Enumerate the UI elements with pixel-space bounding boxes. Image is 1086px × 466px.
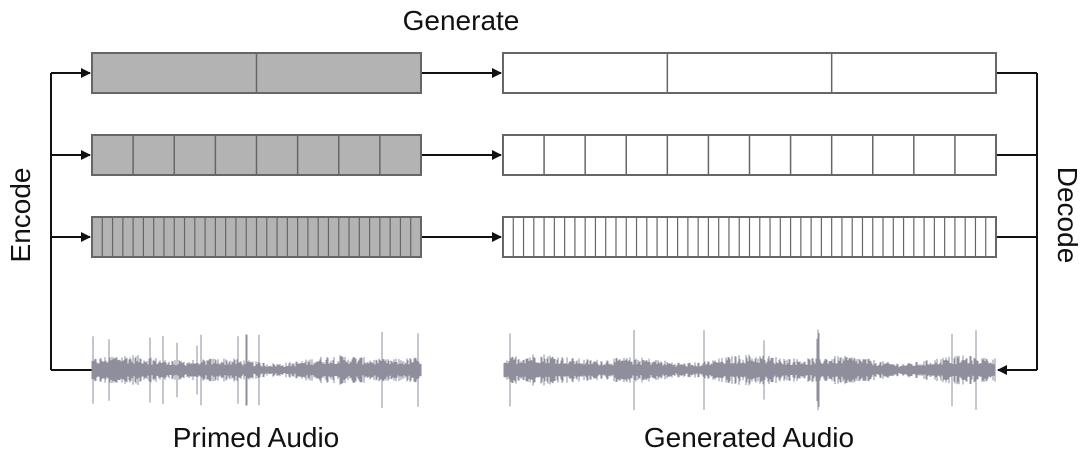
token-rows: [91, 52, 997, 258]
primed-tokens-row-3: [91, 216, 422, 258]
encode-bracket: [50, 68, 92, 371]
decode-label: Decode: [1052, 167, 1083, 264]
primed-tokens-row-2: [91, 134, 422, 176]
generate-arrows: [421, 68, 502, 242]
generated-token-bar: [502, 52, 997, 94]
generated-tokens-row-3: [502, 216, 997, 258]
generated-tokens-row-2: [502, 134, 997, 176]
primed-audio-label: Primed Audio: [173, 422, 340, 453]
generated-audio-label: Generated Audio: [644, 422, 854, 453]
decode-bracket: [996, 72, 1038, 375]
encode-label: Encode: [5, 168, 36, 263]
generated-tokens-row-1: [502, 52, 997, 94]
generate-label: Generate: [403, 5, 520, 36]
generated-audio-waveform: [503, 329, 996, 411]
primed-audio-waveform: [91, 332, 422, 408]
primed-tokens-row-1: [91, 52, 422, 94]
